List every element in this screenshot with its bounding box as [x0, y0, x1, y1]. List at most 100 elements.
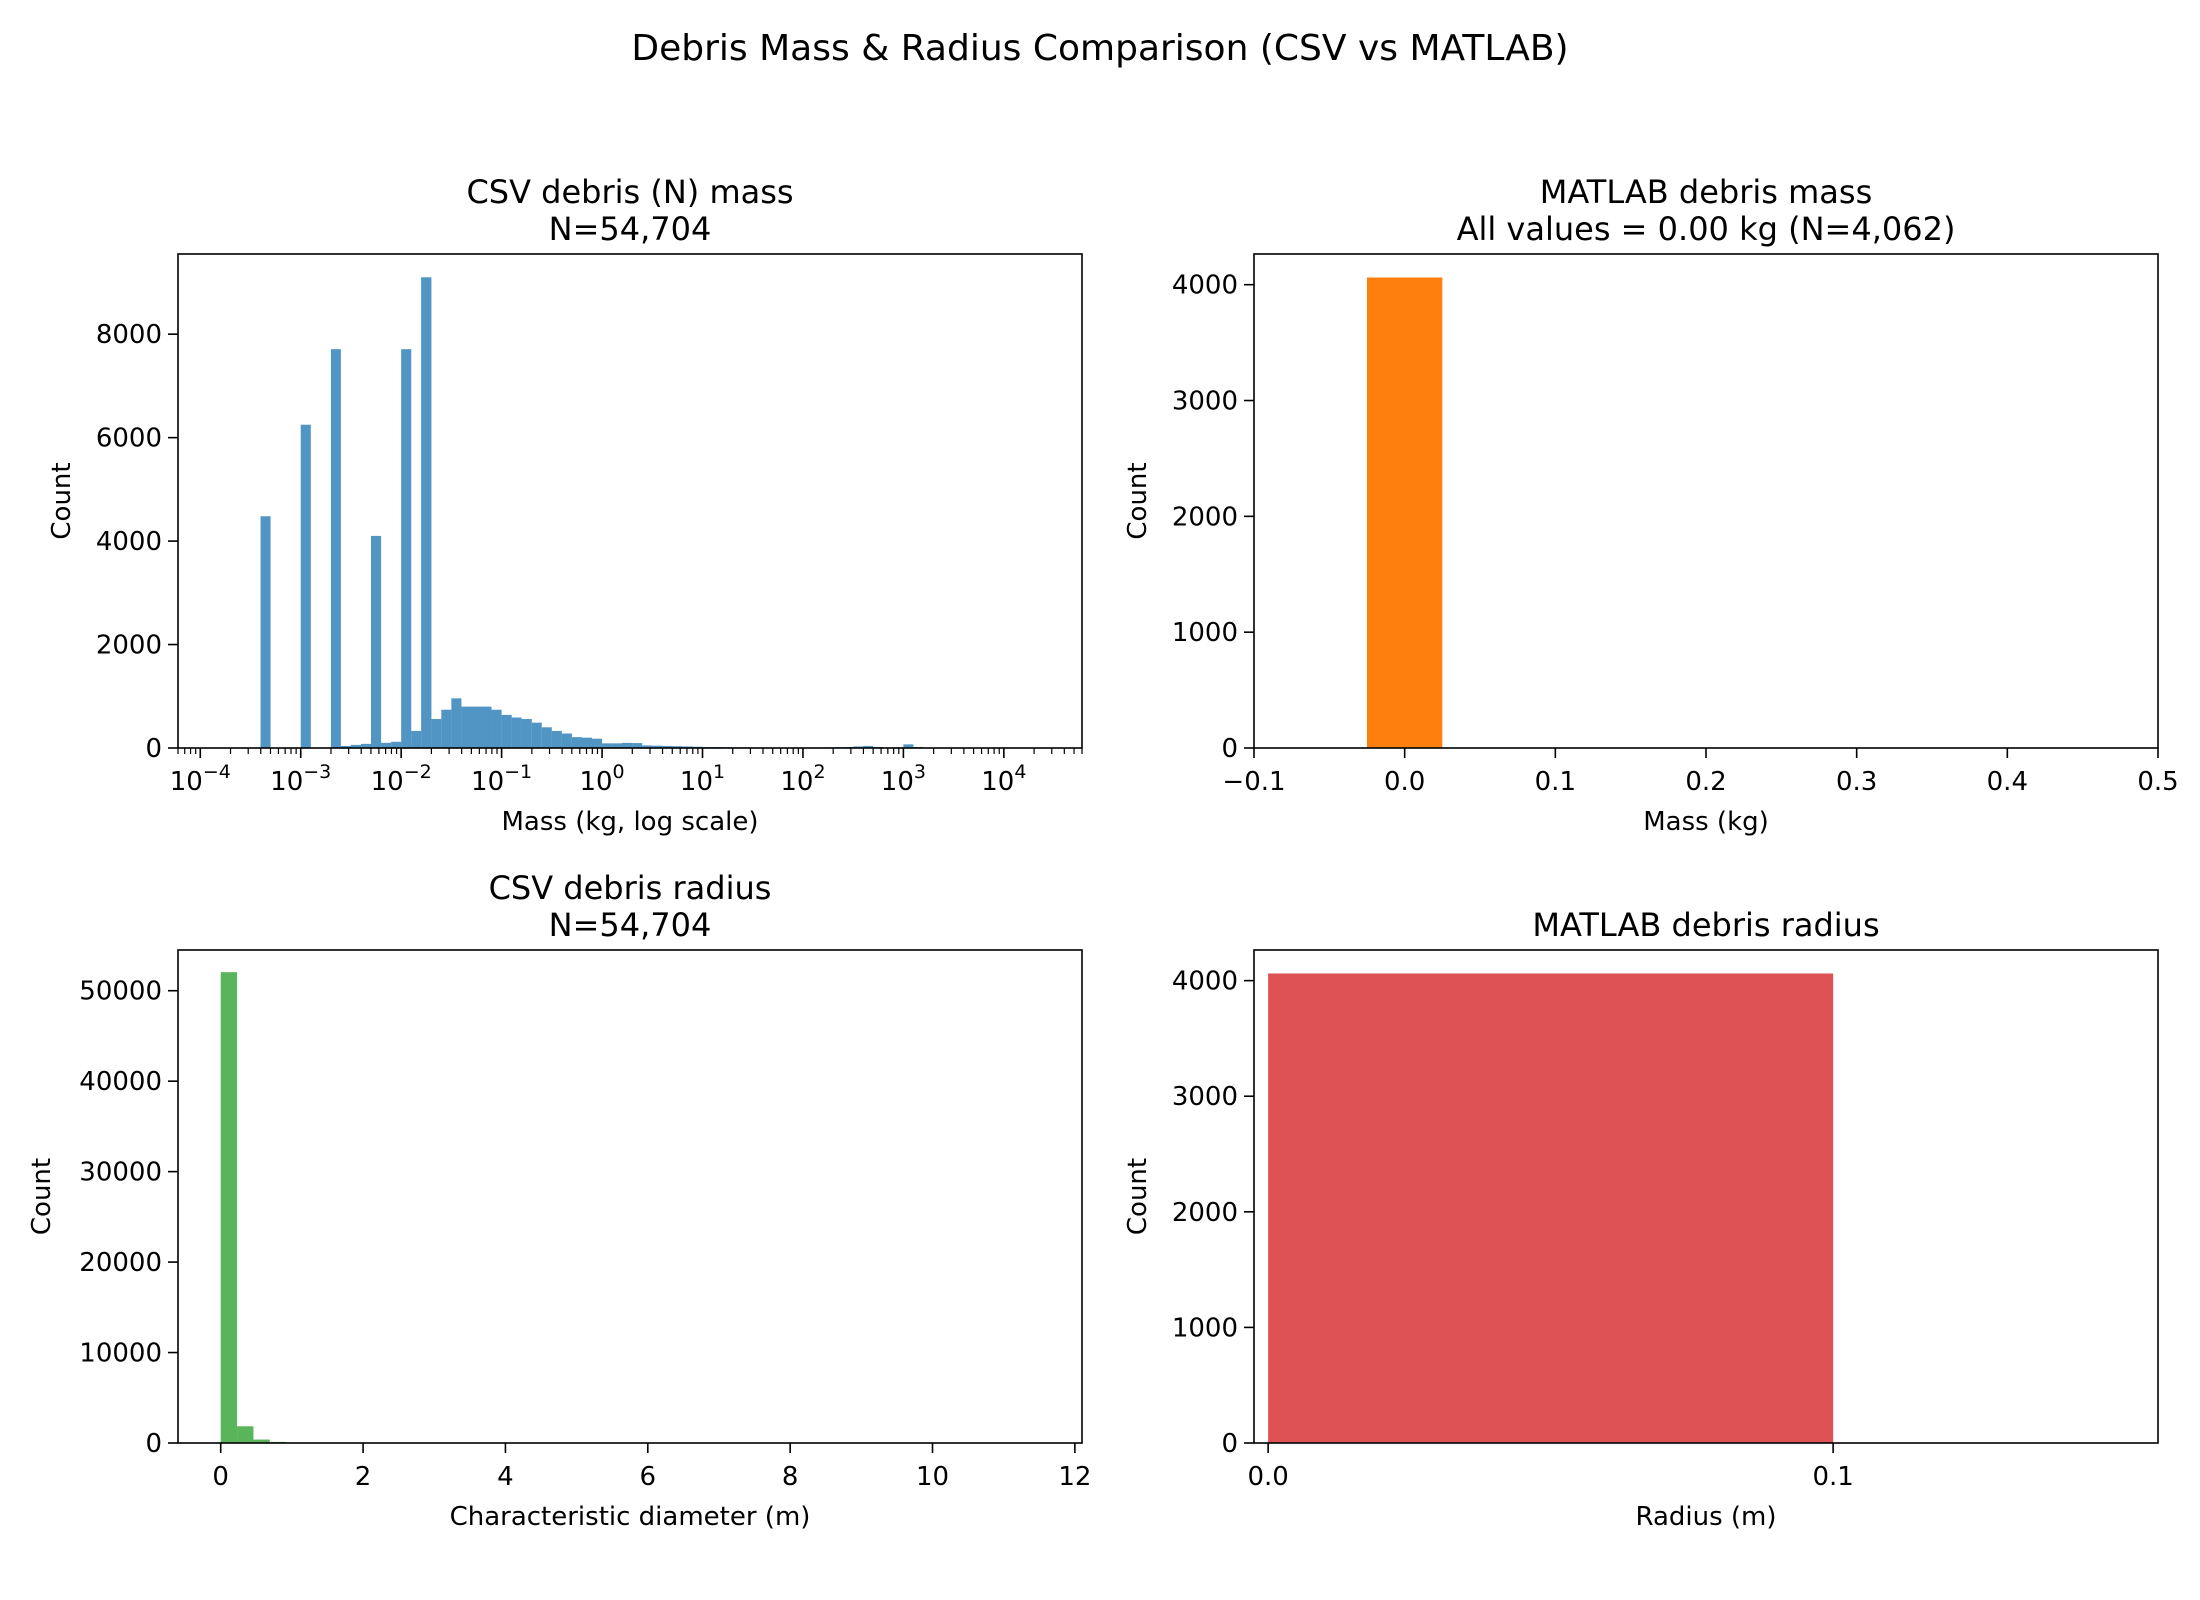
x-tick-label-exponent: 2: [813, 761, 825, 783]
x-tick-label: 12: [1058, 1462, 1091, 1492]
histogram-bar: [237, 1426, 254, 1443]
histogram-bar: [461, 706, 472, 748]
csv-radius-panel: 0 2 4 6 8 10 12 0 10000 20000 30000 40000 50000 Chara…: [27, 869, 1091, 1532]
x-tick-label: 103: [881, 761, 926, 797]
x-tick-label-base: 10: [579, 767, 612, 797]
y-tick-label: 3000: [1172, 1082, 1238, 1112]
histogram-bar: [391, 741, 402, 748]
x-axis-label: Mass (kg, log scale): [502, 807, 759, 837]
x-tick-label: 2: [355, 1462, 372, 1492]
histogram-bar: [1367, 277, 1443, 748]
x-tick-label: 104: [981, 761, 1026, 797]
x-tick-label-base: 10: [471, 767, 504, 797]
histogram-bar: [642, 745, 653, 748]
histogram-bar: [632, 743, 643, 748]
y-tick-label: 8000: [96, 320, 162, 350]
x-tick-label: −0.1: [1222, 767, 1285, 797]
x-tick-label: 10−4: [170, 761, 231, 797]
x-tick-label: 0.2: [1685, 767, 1726, 797]
x-tick-label-exponent: −2: [404, 761, 432, 783]
axes-title: CSV debris (N) mass: [466, 173, 793, 211]
x-tick-label-base: 10: [371, 767, 404, 797]
x-tick-label: 6: [640, 1462, 657, 1492]
x-tick-label-exponent: −4: [203, 761, 231, 783]
histogram-bar: [521, 719, 532, 748]
y-tick-label: 4000: [96, 527, 162, 557]
axes-title: N=54,704: [549, 906, 712, 944]
histogram-bar: [421, 277, 432, 748]
histogram-bar: [531, 722, 542, 748]
figure-title: Debris Mass & Radius Comparison (CSV vs …: [631, 28, 1568, 69]
y-tick-label: 50000: [79, 977, 162, 1007]
histogram-bar: [863, 745, 874, 748]
histogram-bar: [551, 730, 562, 748]
histogram-bar: [451, 698, 462, 748]
histogram-bar: [220, 972, 238, 1443]
axes-frame: [177, 949, 1083, 1444]
y-tick-label: 6000: [96, 424, 162, 454]
histogram-bar: [471, 706, 482, 748]
axes-frame: [177, 253, 1083, 749]
histogram-bar: [491, 709, 502, 748]
y-axis-label: Count: [27, 1158, 57, 1235]
y-tick-label: 3000: [1172, 387, 1238, 417]
x-tick-label: 10: [916, 1462, 949, 1492]
histogram-bar: [401, 349, 412, 748]
histogram-bar: [602, 743, 613, 748]
y-tick-label: 4000: [1172, 967, 1238, 997]
histogram-bar: [481, 706, 492, 748]
x-tick-label-exponent: 1: [713, 761, 725, 783]
histogram-bar: [903, 744, 914, 748]
y-tick-label: 1000: [1172, 618, 1238, 648]
axes-title: All values = 0.00 kg (N=4,062): [1457, 210, 1956, 248]
histogram-bar: [592, 738, 603, 748]
histogram-bar: [330, 349, 341, 748]
x-tick-label-base: 10: [170, 767, 203, 797]
y-tick-label: 1000: [1172, 1313, 1238, 1343]
x-tick-label: 102: [780, 761, 825, 797]
y-tick-label: 0: [145, 734, 162, 764]
x-tick-label: 0: [212, 1462, 229, 1492]
axes-title: CSV debris radius: [489, 869, 772, 907]
y-tick-label: 2000: [1172, 502, 1238, 532]
histogram-bar: [622, 742, 633, 748]
histogram-bar: [571, 737, 582, 748]
histogram-bar: [340, 745, 351, 748]
histogram-bar: [300, 424, 311, 748]
y-axis-label: Count: [1123, 462, 1153, 539]
x-tick-label-exponent: −1: [504, 761, 532, 783]
x-tick-label: 100: [579, 761, 624, 797]
x-tick-label: 10−2: [371, 761, 432, 797]
histogram-bar: [411, 730, 422, 748]
axes-title: MATLAB debris mass: [1540, 173, 1872, 211]
x-tick-label-exponent: 4: [1014, 761, 1026, 783]
x-tick-label-base: 10: [881, 767, 914, 797]
y-tick-label: 4000: [1172, 271, 1238, 301]
y-tick-label: 0: [1221, 734, 1238, 764]
x-tick-label: 4: [497, 1462, 514, 1492]
y-tick-label: 2000: [96, 631, 162, 661]
x-tick-label: 0.1: [1812, 1462, 1853, 1492]
y-axis-label: Count: [47, 462, 77, 539]
x-axis-label: Mass (kg): [1643, 807, 1769, 837]
histogram-bar: [371, 535, 382, 748]
x-tick-label: 10−1: [471, 761, 532, 797]
y-tick-label: 10000: [79, 1339, 162, 1369]
histogram-bar: [360, 743, 372, 748]
histogram-bar: [350, 744, 361, 748]
histogram-bar: [561, 733, 572, 748]
histogram-bar: [672, 746, 683, 748]
x-tick-label: 0.3: [1836, 767, 1877, 797]
histogram-bar: [253, 1439, 270, 1443]
histogram-bar: [381, 742, 392, 748]
x-tick-label-exponent: −3: [303, 761, 331, 783]
y-axis-label: Count: [1123, 1158, 1153, 1235]
x-tick-label: 0.0: [1247, 1462, 1288, 1492]
y-tick-label: 0: [145, 1429, 162, 1459]
histogram-bar: [652, 745, 663, 748]
x-tick-label-base: 10: [270, 767, 303, 797]
histogram-bar: [260, 516, 271, 748]
x-tick-label: 10−3: [270, 761, 331, 797]
